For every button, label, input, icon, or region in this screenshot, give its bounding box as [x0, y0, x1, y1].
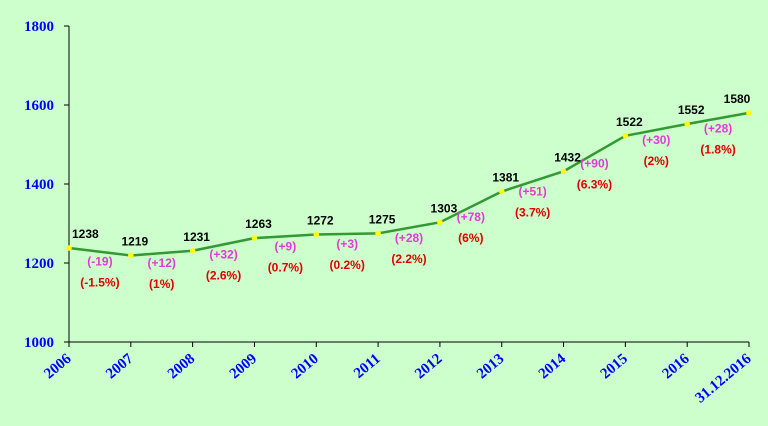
- x-tick-label: 2010: [289, 351, 322, 383]
- data-point: [684, 121, 690, 127]
- change-label: (+78): [457, 210, 485, 224]
- change-label: (-19): [87, 255, 112, 269]
- x-tick-label: 31.12.2016: [693, 350, 755, 406]
- y-tick-label: 1000: [24, 335, 54, 351]
- data-point: [498, 188, 505, 195]
- x-tick-label: 2009: [227, 351, 260, 383]
- percent-label: (1.8%): [700, 142, 735, 156]
- value-label: 1381: [492, 171, 519, 185]
- percent-label: (2.2%): [391, 252, 426, 266]
- change-label: (+28): [704, 121, 732, 135]
- data-point: [313, 231, 320, 238]
- percent-label: (0.2%): [330, 258, 365, 272]
- percent-label: (3.7%): [515, 205, 550, 219]
- y-tick-label: 1400: [24, 177, 54, 193]
- y-axis-ticks: 1000 1200 1400 1600 1800: [24, 19, 69, 351]
- change-label: (+32): [209, 247, 237, 261]
- value-label: 1238: [72, 227, 99, 241]
- x-tick-label: 2011: [351, 351, 384, 382]
- x-axis-ticks: 2006 2007 2008 2009 2010 2011 2012 2013 2014 2015…: [41, 342, 755, 406]
- change-label: (+12): [148, 256, 176, 270]
- data-labels: 1238 1219 1231 1263 1272 1275 1303 1381 1432 1522…: [72, 92, 751, 291]
- value-label: 1432: [554, 150, 581, 164]
- series-polyline: [68, 111, 750, 257]
- change-label: (+28): [395, 231, 423, 245]
- value-label: 1219: [121, 234, 148, 248]
- data-point: [375, 230, 381, 237]
- x-tick-label: 2012: [412, 351, 445, 383]
- data-point: [560, 168, 567, 175]
- x-tick-label: 2013: [474, 351, 507, 383]
- data-point: [251, 235, 258, 241]
- percent-label: (6.3%): [577, 178, 612, 192]
- x-tick-label: 2016: [659, 350, 693, 382]
- value-label: 1272: [307, 214, 334, 228]
- change-label: (+90): [580, 157, 608, 171]
- data-point: [746, 110, 752, 116]
- x-tick-label: 2008: [165, 351, 198, 383]
- change-label: (+9): [275, 239, 297, 253]
- change-label: (+51): [518, 184, 546, 198]
- data-point: [189, 247, 196, 254]
- value-label: 1275: [369, 212, 396, 226]
- value-label: 1522: [616, 115, 643, 129]
- percent-label: (2%): [644, 154, 669, 168]
- percent-label: (2.6%): [206, 268, 241, 282]
- data-point: [66, 245, 72, 251]
- y-tick-label: 1800: [24, 19, 54, 35]
- value-label: 1580: [724, 92, 751, 106]
- percent-label: (1%): [149, 277, 174, 291]
- data-point: [437, 219, 443, 226]
- value-label: 1552: [678, 103, 705, 117]
- data-point: [128, 252, 134, 259]
- y-tick-label: 1600: [24, 98, 54, 114]
- data-point: [622, 133, 629, 139]
- percent-label: (0.7%): [268, 260, 303, 274]
- change-label: (+3): [336, 237, 358, 251]
- axes: [68, 26, 749, 343]
- x-tick-label: 2015: [598, 351, 631, 383]
- change-label: (+30): [642, 133, 670, 147]
- value-label: 1303: [431, 201, 458, 215]
- x-tick-label: 2007: [103, 350, 137, 382]
- x-tick-label: 2006: [41, 350, 75, 382]
- x-tick-label: 2014: [536, 350, 570, 382]
- y-tick-label: 1200: [24, 256, 54, 272]
- series-line: [66, 110, 752, 259]
- value-label: 1231: [183, 230, 210, 244]
- percent-label: (6%): [458, 231, 483, 245]
- value-label: 1263: [245, 217, 272, 231]
- percent-label: (-1.5%): [80, 276, 119, 290]
